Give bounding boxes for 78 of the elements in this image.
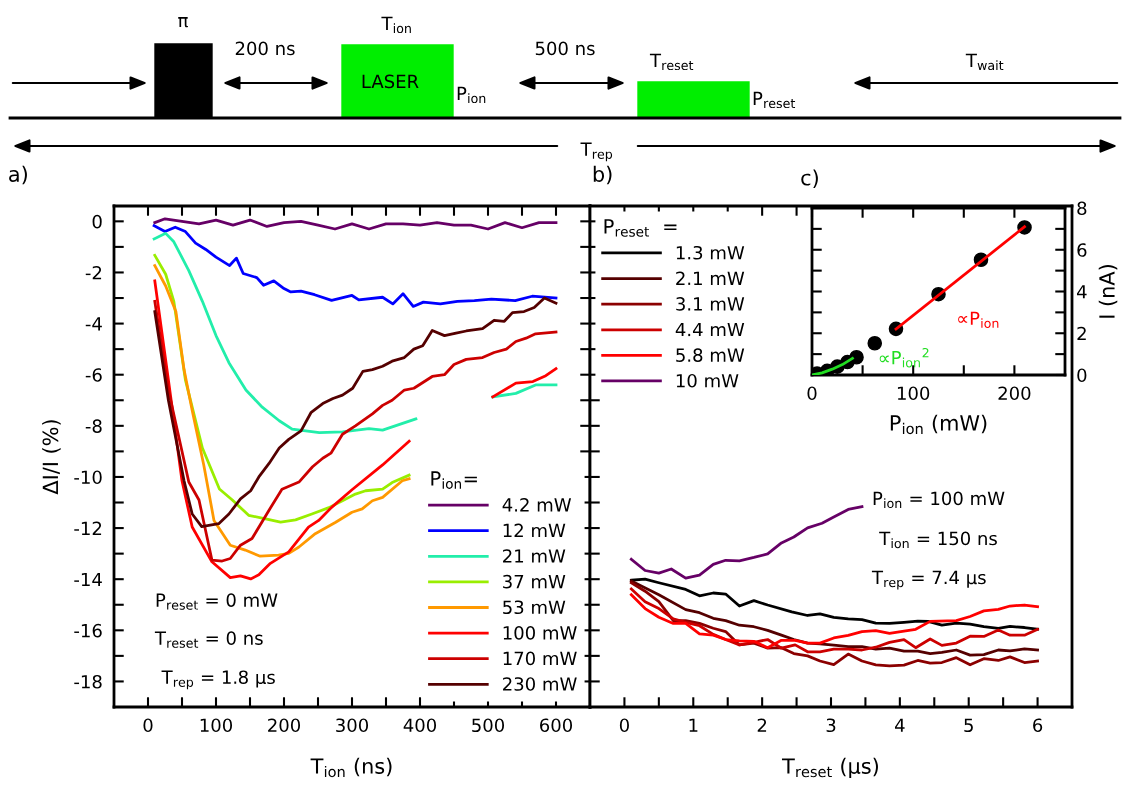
x-tick-label: 2 [757,718,767,732]
legend-label: 37 mW [503,574,566,589]
legend-label: 21 mW [503,549,566,563]
y-axis-title: ΔI/I (%) [42,420,61,495]
annotation: P$_{reset}$ = 0 mW [156,593,278,610]
y-tick-label: 6 [1077,243,1087,257]
line-series [152,224,558,308]
x-axis-title: T$_{reset}$ (µs) [781,757,878,778]
point [867,335,883,351]
legend-label: 170 mW [503,651,577,666]
text: T$_{rep}$ [580,142,613,162]
text: P$_{reset}$ [753,91,796,109]
x-tick-label: 300 [336,718,369,733]
legend-label: 4.2 mW [502,498,572,512]
y-tick-label: -2 [85,265,102,280]
x-tick-label: 0 [619,718,629,733]
y-tick-label: 8 [1077,201,1087,216]
y-tick-label: -16 [74,623,102,638]
x-tick-label: 100 [200,718,233,733]
legend-label: 100 mW [503,626,577,640]
annotation: T$_{reset}$ = 0 ns [154,631,263,648]
x-tick-label: 5 [964,718,973,733]
legend-label: 2.1 mW [676,271,745,285]
x-tick-label: 400 [403,718,437,733]
y-tick-label: -6 [85,368,102,382]
x-tick-label: 6 [1033,718,1043,733]
x-tick-label: 500 [472,718,505,733]
x-tick-label: 4 [895,718,905,732]
legend-label: 10 mW [676,373,739,388]
y-tick-label: -10 [74,470,102,485]
y-tick-label: 0 [92,214,102,229]
x-tick-label: 0 [807,386,817,401]
legend-label: 53 mW [503,600,566,615]
chart-title: b) [593,165,612,185]
legend-title: P$_{ion}$= [431,471,477,489]
y-tick-label: 2 [1077,326,1086,341]
chart-title: a) [9,165,27,185]
legend-label: 5.8 mW [676,348,745,362]
annotation: P$_{ion}$ = 100 mW [873,491,1005,509]
text: 500 ns [535,41,595,56]
annotation: ∝P$_{ion}$$^{2}$ [879,347,929,368]
annotation: T$_{ion}$ = 150 ns [879,531,997,549]
y-tick-label: -14 [74,572,102,587]
x-tick-label: 3 [826,718,836,733]
x-tick-label: 0 [143,718,153,733]
legend-label: 12 mW [503,523,566,538]
annotation: T$_{rep}$ = 1.8 µs [161,670,275,690]
chart-title: c) [801,169,818,189]
x-tick-label: 100 [897,386,930,401]
y-tick-label: 0 [1077,368,1087,383]
text: π [178,17,188,28]
legend-label: 3.1 mW [676,297,745,311]
legend-label: 4.4 mW [675,322,745,337]
text: T$_{wait}$ [965,53,1004,71]
y-tick-label: 4 [1076,285,1087,299]
legend-label: 230 mW [503,677,577,691]
text: T$_{ion}$ [381,16,411,34]
x-tick-label: 600 [540,718,573,733]
x-axis-title: P$_{ion}$ (mW) [890,414,987,435]
y-tick-label: -8 [85,419,102,433]
y-tick-label: -4 [85,317,102,331]
text: P$_{ion}$ [457,86,486,104]
point [849,349,864,365]
y-axis-title: I (nA) [1098,265,1118,318]
line-series [153,217,558,231]
text: LASER [362,74,419,89]
x-tick-label: 200 [998,386,1031,401]
annotation: T$_{rep}$ = 7.4 µs [871,570,986,590]
annotation: ∝P$_{ion}$ [958,311,999,328]
legend-label: 1.3 mW [676,245,745,260]
legend-title: P$_{reset}$ = [604,219,677,237]
x-axis-title: T$_{ion}$ (ns) [310,757,392,778]
y-tick-label: -18 [74,674,102,689]
y-tick-label: -12 [74,521,102,535]
text: 200 ns [235,41,295,56]
x-tick-label: 1 [689,718,698,732]
text: T$_{reset}$ [649,53,694,71]
x-tick-label: 200 [268,718,301,733]
